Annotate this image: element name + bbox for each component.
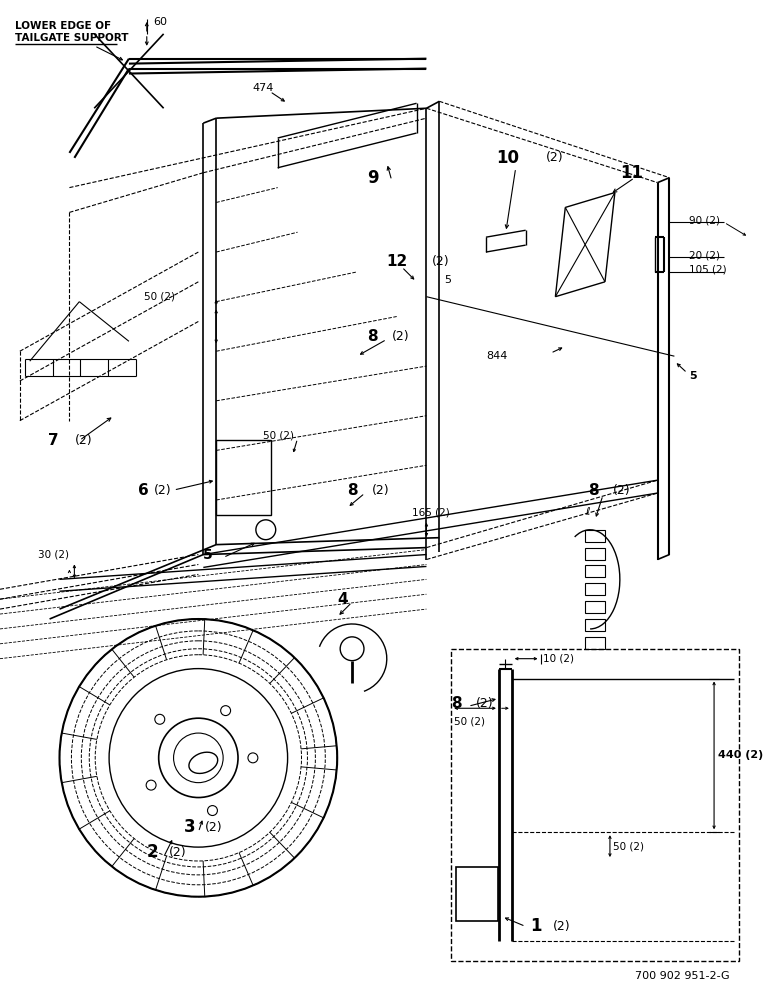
Text: 105 (2): 105 (2): [689, 265, 727, 275]
Text: 165 (2): 165 (2): [411, 508, 449, 518]
Text: (2): (2): [546, 151, 563, 164]
Text: (2): (2): [372, 484, 390, 497]
Text: 20 (2): 20 (2): [689, 250, 720, 260]
Text: 844: 844: [486, 351, 507, 361]
Text: 4: 4: [337, 592, 348, 607]
Text: 5: 5: [445, 275, 452, 285]
Text: 50 (2): 50 (2): [144, 292, 174, 302]
Text: 2: 2: [147, 843, 158, 861]
Text: 440 (2): 440 (2): [718, 750, 764, 760]
Bar: [456, 867, 498, 921]
Text: 10 (2): 10 (2): [543, 654, 574, 664]
Bar: [585, 619, 605, 631]
Text: (2): (2): [168, 846, 186, 859]
Text: (2): (2): [432, 255, 449, 268]
Text: (2): (2): [74, 434, 92, 447]
Text: (2): (2): [154, 484, 171, 497]
Text: LOWER EDGE OF: LOWER EDGE OF: [15, 21, 111, 31]
Text: 10: 10: [496, 149, 519, 167]
Text: TAILGATE SUPPORT: TAILGATE SUPPORT: [15, 33, 128, 43]
Text: 9: 9: [367, 169, 378, 187]
Bar: [585, 601, 605, 613]
Bar: [585, 565, 605, 577]
Text: (2): (2): [613, 484, 631, 497]
Bar: [585, 637, 605, 649]
Text: 8: 8: [452, 696, 462, 711]
Text: 30 (2): 30 (2): [38, 550, 69, 560]
Text: 474: 474: [253, 83, 274, 93]
Bar: [585, 583, 605, 595]
Text: 12: 12: [387, 254, 408, 269]
Bar: [216, 440, 271, 515]
Bar: [452, 649, 739, 961]
Text: 5: 5: [689, 371, 697, 381]
Text: 8: 8: [367, 329, 378, 344]
Text: 50 (2): 50 (2): [262, 431, 294, 441]
Text: 60: 60: [154, 17, 168, 27]
Text: 50 (2): 50 (2): [454, 716, 486, 726]
Text: 700 902 951-2-G: 700 902 951-2-G: [635, 971, 730, 981]
Text: 1: 1: [530, 917, 542, 935]
Text: (2): (2): [476, 697, 493, 710]
Text: 8: 8: [347, 483, 357, 498]
Text: 8: 8: [588, 483, 599, 498]
Text: ℓ: ℓ: [585, 507, 590, 517]
Text: 90 (2): 90 (2): [689, 215, 720, 225]
Text: 7: 7: [48, 433, 58, 448]
Text: 50 (2): 50 (2): [613, 841, 644, 851]
Text: 5: 5: [203, 548, 213, 562]
Text: 11: 11: [620, 164, 643, 182]
Bar: [585, 548, 605, 560]
Text: (2): (2): [205, 821, 223, 834]
Text: 6: 6: [138, 483, 149, 498]
Bar: [585, 530, 605, 542]
Text: (2): (2): [391, 330, 409, 343]
Text: 3: 3: [184, 818, 195, 836]
Text: (2): (2): [553, 920, 570, 933]
